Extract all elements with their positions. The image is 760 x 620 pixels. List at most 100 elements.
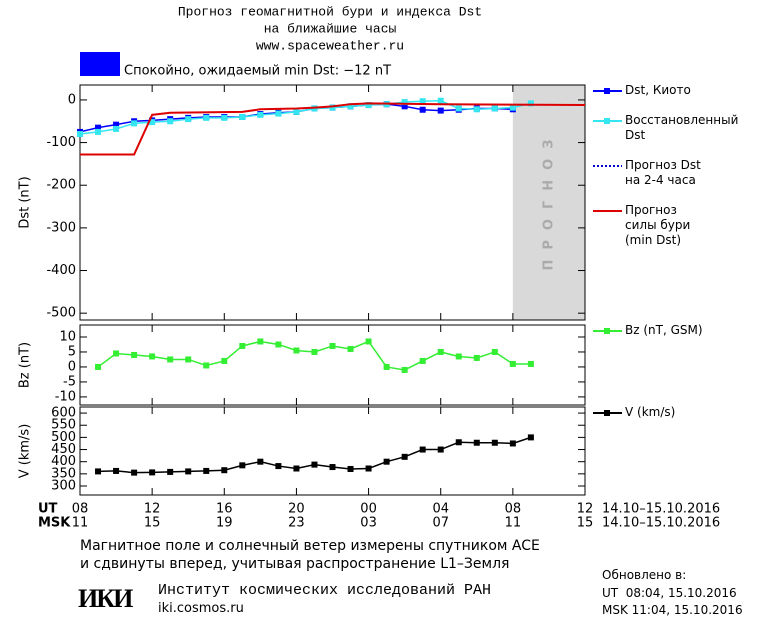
point bbox=[257, 458, 264, 465]
y-tick-label: 0 bbox=[68, 359, 76, 374]
point bbox=[437, 107, 444, 114]
point bbox=[329, 104, 336, 111]
status-box bbox=[80, 52, 120, 76]
chart-subtitle: на ближайшие часы bbox=[264, 21, 397, 36]
legend-entry: Dst, Киото bbox=[625, 83, 691, 97]
point bbox=[203, 114, 210, 121]
point bbox=[527, 100, 534, 107]
x-tick-label: 16 bbox=[216, 502, 233, 517]
legend-marker bbox=[604, 118, 610, 124]
y-tick-label: 0 bbox=[68, 92, 76, 107]
y-axis-title: V (km/s) bbox=[18, 424, 33, 479]
y-tick-label: -5 bbox=[63, 374, 76, 389]
point bbox=[419, 98, 426, 105]
y-tick-label: 5 bbox=[68, 344, 76, 359]
x-tick-label: 12 bbox=[577, 502, 594, 517]
x-axis-title: UT bbox=[38, 502, 58, 517]
y-tick-label: 10 bbox=[59, 329, 76, 344]
y-tick-label: 350 bbox=[51, 466, 76, 481]
point bbox=[257, 338, 264, 345]
y-tick-label: 600 bbox=[51, 406, 76, 421]
x2-tick-label: 11 bbox=[505, 516, 522, 531]
point bbox=[113, 350, 120, 357]
x-tick-label: 04 bbox=[432, 502, 449, 517]
y-tick-label: -300 bbox=[46, 220, 76, 235]
point bbox=[113, 121, 120, 128]
point bbox=[293, 108, 300, 115]
updated-ut: UT 08:04, 15.10.2016 bbox=[602, 586, 737, 600]
point bbox=[419, 446, 426, 453]
point bbox=[437, 97, 444, 104]
point bbox=[275, 110, 282, 117]
point bbox=[509, 360, 516, 367]
point bbox=[383, 363, 390, 370]
point bbox=[365, 102, 372, 109]
forecast-region bbox=[512, 85, 585, 320]
point bbox=[257, 111, 264, 118]
y-tick-label: -500 bbox=[46, 306, 76, 321]
point bbox=[95, 124, 102, 131]
series-line bbox=[97, 340, 531, 371]
y-tick-label: 450 bbox=[51, 442, 76, 457]
y-tick-label: 550 bbox=[51, 418, 76, 433]
point bbox=[149, 119, 156, 126]
legend-entry: Bz (nT, GSM) bbox=[625, 323, 703, 337]
point bbox=[185, 356, 192, 363]
date-range: 14.10–15.10.2016 bbox=[602, 516, 720, 531]
point bbox=[509, 440, 516, 447]
point bbox=[239, 462, 246, 469]
y-tick-label: -400 bbox=[46, 263, 76, 278]
point bbox=[77, 131, 83, 138]
point bbox=[293, 465, 300, 472]
point bbox=[167, 356, 174, 363]
x2-tick-label: 03 bbox=[360, 516, 377, 531]
point bbox=[347, 465, 354, 472]
point bbox=[221, 467, 228, 474]
x2-tick-label: 19 bbox=[216, 516, 233, 531]
series-line bbox=[79, 100, 532, 135]
point bbox=[419, 106, 426, 113]
y-tick-label: 300 bbox=[51, 479, 76, 494]
point bbox=[401, 366, 408, 373]
point bbox=[95, 128, 102, 135]
plot-frame bbox=[79, 406, 586, 496]
y-tick-label: -10 bbox=[55, 389, 76, 404]
point bbox=[113, 125, 120, 132]
site-url: www.spaceweather.ru bbox=[256, 38, 404, 53]
legend-entry: V (km/s) bbox=[625, 405, 676, 419]
forecast-label: прогноз bbox=[541, 130, 556, 271]
x2-tick-label: 15 bbox=[144, 516, 161, 531]
point bbox=[203, 362, 210, 369]
x-tick-label: 20 bbox=[288, 502, 305, 517]
x2-tick-label: 23 bbox=[288, 516, 305, 531]
y-tick-label: -200 bbox=[46, 178, 76, 193]
x-tick-label: 12 bbox=[144, 502, 161, 517]
point bbox=[437, 348, 444, 355]
point bbox=[311, 348, 318, 355]
point bbox=[365, 338, 372, 345]
x-tick-label: 08 bbox=[72, 502, 89, 517]
logo: ИКИ bbox=[78, 584, 133, 613]
institute-url: iki.cosmos.ru bbox=[158, 601, 244, 616]
legend-marker bbox=[604, 328, 610, 334]
point bbox=[401, 103, 408, 110]
legend-marker bbox=[604, 88, 610, 94]
point bbox=[527, 434, 534, 441]
point bbox=[437, 446, 444, 453]
point bbox=[527, 360, 534, 367]
x2-tick-label: 11 bbox=[72, 516, 89, 531]
point bbox=[131, 469, 138, 476]
point bbox=[491, 348, 498, 355]
point bbox=[473, 106, 480, 113]
point bbox=[221, 357, 228, 364]
y-tick-label: 400 bbox=[51, 454, 76, 469]
point bbox=[113, 467, 120, 474]
point bbox=[239, 113, 246, 120]
point bbox=[239, 342, 246, 349]
point bbox=[473, 439, 480, 446]
legend-entry: Восстановленный Dst bbox=[625, 113, 739, 142]
point bbox=[347, 103, 354, 110]
note: и сдвинуты вперед, учитывая распростране… bbox=[80, 556, 510, 572]
